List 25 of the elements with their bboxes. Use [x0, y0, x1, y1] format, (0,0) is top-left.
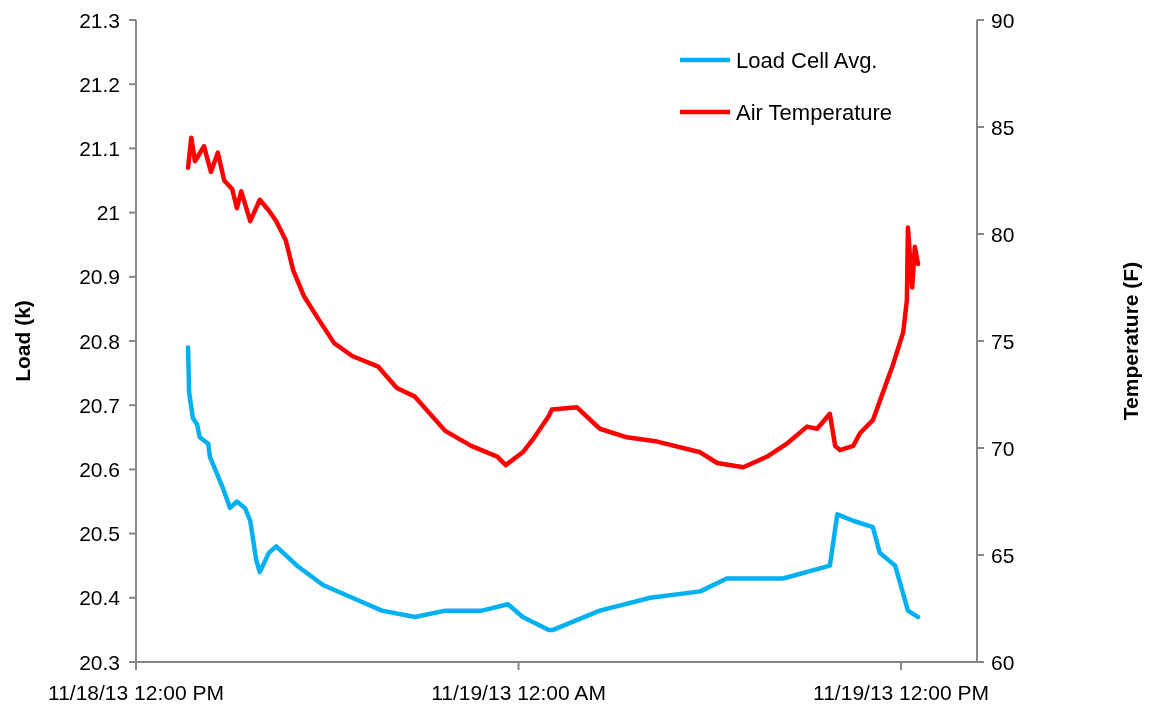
y-tick-label: 20.4: [79, 586, 121, 610]
y-tick-label: 20.6: [79, 457, 120, 481]
y-tick-label: 20.8: [79, 329, 120, 353]
x-tick-label: 11/19/13 12:00 PM: [813, 681, 989, 704]
y-tick-label: 21.3: [79, 8, 120, 32]
x-tick-label: 11/19/13 12:00 AM: [431, 681, 606, 704]
y-tick-label: 21.1: [79, 136, 120, 160]
y-tick-label: 20.7: [79, 393, 120, 417]
y2-axis-title: Temperature (F): [1119, 261, 1142, 421]
legend-label: Air Temperature: [736, 99, 893, 125]
y2-tick-label: 60: [991, 650, 1015, 674]
legend-label: Load Cell Avg.: [736, 47, 878, 73]
y2-tick-label: 75: [991, 329, 1015, 353]
y2-tick-label: 80: [991, 222, 1015, 246]
y2-tick-label: 90: [991, 8, 1015, 32]
y2-tick-label: 70: [991, 436, 1015, 460]
y-tick-label: 20.9: [79, 265, 120, 289]
y-tick-label: 20.5: [79, 522, 120, 546]
y-axis-title: Load (k): [11, 300, 34, 382]
y2-tick-label: 65: [991, 543, 1015, 567]
y-tick-label: 20.3: [79, 650, 120, 674]
y-tick-label: 21: [96, 201, 120, 225]
y2-tick-label: 85: [991, 115, 1015, 139]
y-tick-label: 21.2: [79, 72, 120, 96]
x-tick-label: 11/18/13 12:00 PM: [48, 681, 224, 704]
